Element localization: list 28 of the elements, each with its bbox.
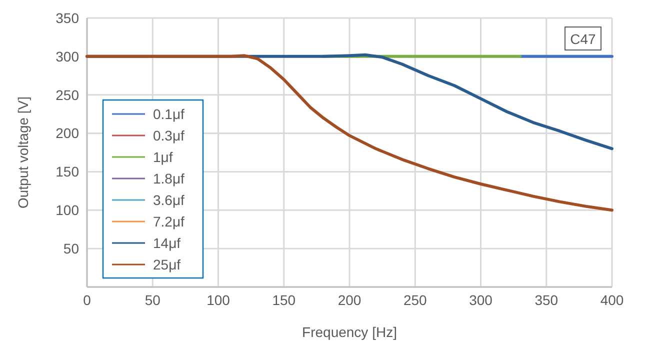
y-axis-title: Output voltage [V] <box>15 96 31 209</box>
legend-label: 1μf <box>153 148 173 165</box>
legend-label: 25μf <box>153 256 181 272</box>
y-tick-label: 250 <box>56 86 80 103</box>
legend-label: 14μf <box>153 234 181 251</box>
legend-label: 0.1μf <box>153 106 185 122</box>
x-tick-label: 300 <box>469 292 493 308</box>
legend-label: 7.2μf <box>153 213 185 230</box>
y-tick-label: 300 <box>56 48 80 64</box>
x-tick-label: 150 <box>272 292 296 308</box>
legend-label: 0.3μf <box>153 127 185 144</box>
legend-label: 1.8μf <box>153 170 185 186</box>
annotation: C47 <box>570 30 596 47</box>
y-tick-label: 350 <box>56 10 80 26</box>
y-tick-label: 200 <box>56 125 80 142</box>
x-tick-label: 50 <box>144 292 161 308</box>
line-series <box>86 54 614 212</box>
x-tick-label: 100 <box>206 292 230 308</box>
x-tick-label: 250 <box>403 292 428 308</box>
x-tick-label: 350 <box>534 292 558 308</box>
x-tick-label: 0 <box>83 292 92 308</box>
y-tick-label: 150 <box>56 164 80 180</box>
x-axis-title: Frequency [Hz] <box>302 324 397 340</box>
y-tick-label: 100 <box>56 202 80 218</box>
x-tick-label: 400 <box>600 292 624 308</box>
legend-label: 3.6μf <box>153 192 185 208</box>
x-tick-label: 200 <box>338 292 362 308</box>
y-tick-label: 50 <box>63 240 80 256</box>
